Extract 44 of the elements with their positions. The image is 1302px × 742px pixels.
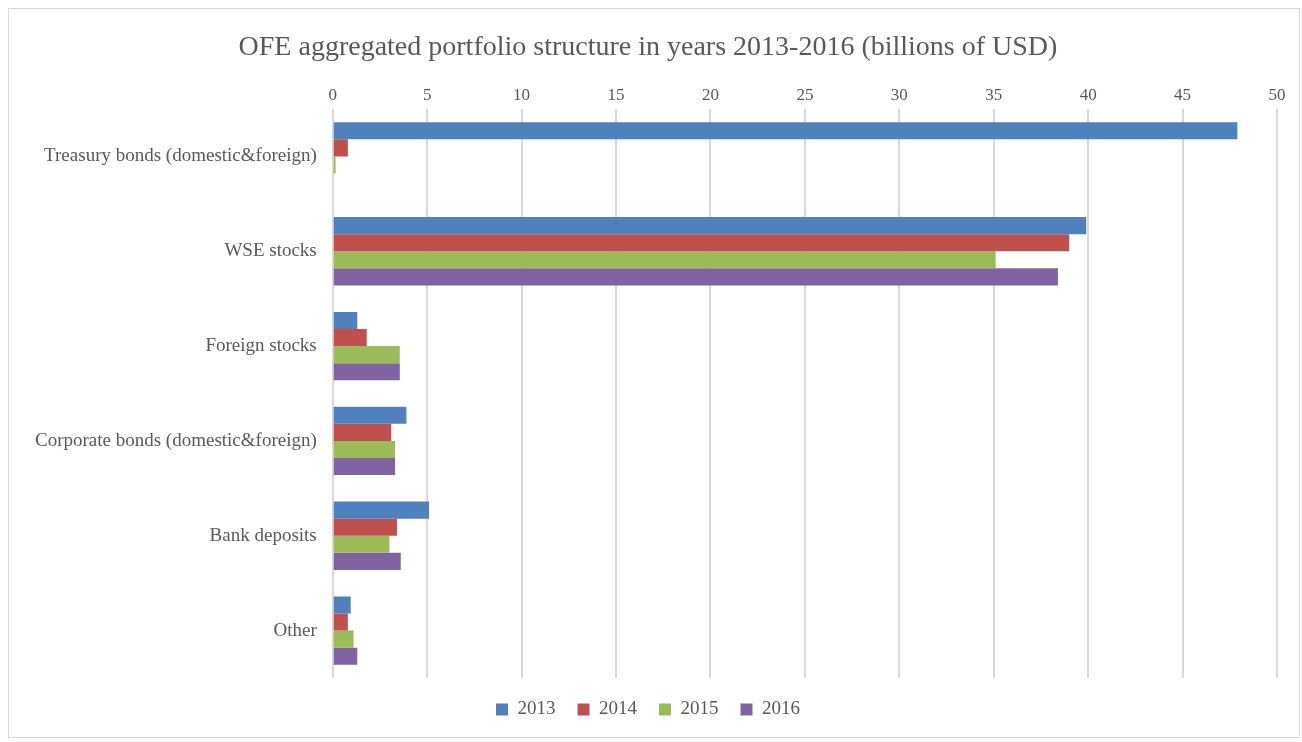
bar (333, 423, 392, 441)
x-tick-label: 35 (985, 85, 1003, 105)
bar (333, 535, 390, 553)
bar (333, 630, 354, 648)
bar (333, 406, 407, 424)
y-tick-label: WSE stocks (224, 239, 317, 261)
bar (333, 457, 396, 476)
bar (333, 329, 367, 347)
legend-label: 2015 (680, 697, 719, 719)
bar (333, 647, 358, 665)
bar (333, 596, 351, 614)
x-tick-label: 40 (1079, 85, 1097, 105)
bar (333, 122, 1238, 140)
x-tick-label: 25 (796, 85, 814, 105)
legend-label: 2016 (762, 697, 800, 719)
y-tick-label: Bank deposits (209, 523, 317, 545)
y-tick-label: Other (273, 618, 318, 640)
bar (333, 363, 400, 381)
bar (333, 311, 358, 330)
legend-label: 2013 (517, 697, 556, 719)
x-tick-label: 20 (701, 85, 719, 105)
y-tick-label: Treasury bonds (domestic&foreign) (44, 144, 317, 167)
x-tick-label: 30 (890, 85, 908, 105)
x-tick-label: 50 (1268, 85, 1286, 105)
x-tick-label: 45 (1174, 85, 1192, 105)
x-tick-label: 15 (607, 85, 625, 105)
y-tick-label: Corporate bonds (domestic&foreign) (35, 428, 317, 451)
bar (333, 234, 1070, 252)
x-tick-label: 5 (422, 85, 432, 105)
x-tick-label: 10 (513, 85, 531, 105)
bar (333, 501, 430, 519)
y-tick-label: Foreign stocks (205, 334, 317, 356)
bar (333, 251, 996, 269)
bar (333, 440, 396, 458)
x-tick-label: 0 (328, 85, 338, 105)
bar (333, 613, 348, 631)
bar (333, 217, 1087, 235)
chart-title: OFE aggregated portfolio structure in years 2013-2016 (billions of USD) (238, 30, 1058, 62)
bar (333, 268, 1058, 286)
bar (333, 139, 348, 157)
bar (333, 518, 397, 536)
bar (333, 552, 401, 570)
legend-label: 2014 (599, 697, 638, 719)
bar (333, 346, 400, 364)
